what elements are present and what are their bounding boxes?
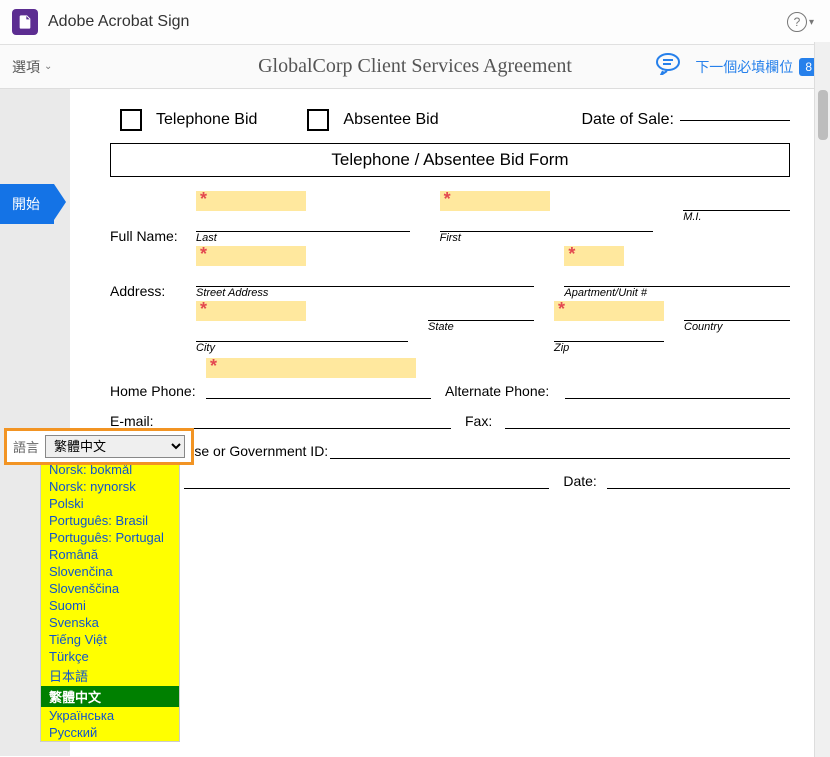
language-option[interactable]: Svenska [41,614,179,631]
language-option[interactable]: Українська [41,707,179,724]
absentee-bid-label: Absentee Bid [343,111,438,129]
title-bar: Adobe Acrobat Sign ? ▾ [0,0,830,45]
language-label: 語言 [13,437,39,456]
help-icon: ? [787,12,807,32]
address-label: Address: [110,283,196,299]
sub-zip: Zip [554,342,664,354]
email-input[interactable] [166,409,451,429]
language-option[interactable]: Tiếng Việt [41,631,179,648]
options-label: 選項 [12,57,40,77]
language-option[interactable]: Português: Brasil [41,512,179,529]
signature-input[interactable] [184,469,549,489]
language-select[interactable]: 繁體中文 [45,435,185,458]
chevron-down-icon: ⌄ [44,61,52,72]
start-label: 開始 [12,196,40,212]
language-option[interactable]: Русский [41,724,179,741]
options-menu[interactable]: 選項 ⌄ [12,57,52,77]
language-dropdown: Norsk: bokmålNorsk: nynorskPolskiPortugu… [40,460,180,742]
sub-street: Street Address [196,287,534,299]
document-title: GlobalCorp Client Services Agreement [258,55,572,78]
next-required-label: 下一個必填欄位 [695,57,793,77]
absentee-bid-checkbox[interactable] [307,109,329,131]
date-label: Date: [563,473,607,489]
form-page: Telephone Bid Absentee Bid Date of Sale:… [90,89,810,501]
street-input[interactable] [196,246,306,266]
first-name-input[interactable] [440,191,550,211]
full-name-label: Full Name: [110,228,196,244]
scrollbar-thumb[interactable] [818,90,828,140]
alt-phone-input[interactable] [565,379,790,399]
sub-first: First [440,232,654,244]
app-title: Adobe Acrobat Sign [48,13,189,31]
language-option[interactable]: Polski [41,495,179,512]
telephone-bid-label: Telephone Bid [156,111,257,129]
telephone-bid-checkbox[interactable] [120,109,142,131]
date-input[interactable] [607,469,790,489]
dl-input[interactable] [330,439,790,459]
language-option[interactable]: Türkçe [41,648,179,665]
start-tab[interactable]: 開始 [0,184,54,224]
fax-label: Fax: [465,413,505,429]
language-option[interactable]: 繁體中文 [41,686,179,707]
email-label: E-mail: [110,413,166,429]
language-option[interactable]: Norsk: nynorsk [41,478,179,495]
home-phone-label: Home Phone: [110,383,206,399]
sub-apt: Apartment/Unit # [564,287,790,299]
fax-input[interactable] [505,409,790,429]
sub-city: City [196,342,408,354]
city-input[interactable] [196,301,306,321]
language-option[interactable]: Suomi [41,597,179,614]
home-phone-input[interactable] [206,358,416,378]
date-of-sale-label: Date of Sale: [582,111,675,129]
language-bar: 語言 繁體中文 [4,428,194,465]
sub-mi: M.I. [683,211,790,223]
chevron-down-icon: ▾ [809,17,814,28]
chat-icon[interactable] [655,53,681,80]
scrollbar[interactable] [814,42,830,757]
document-toolbar: 選項 ⌄ GlobalCorp Client Services Agreemen… [0,45,830,89]
sub-state: State [428,321,534,333]
help-button[interactable]: ? ▾ [783,8,818,36]
last-name-input[interactable] [196,191,306,211]
sub-country: Country [684,321,790,333]
next-required-button[interactable]: 下一個必填欄位 8 [695,57,818,77]
language-option[interactable]: Română [41,546,179,563]
language-option[interactable]: Slovenčina [41,563,179,580]
zip-input[interactable] [554,301,664,321]
date-of-sale-input[interactable] [680,120,790,121]
form-header: Telephone / Absentee Bid Form [110,143,790,177]
app-logo [12,9,38,35]
language-option[interactable]: Slovenščina [41,580,179,597]
language-option[interactable]: Português: Portugal [41,529,179,546]
alt-phone-label: Alternate Phone: [445,383,565,399]
sub-last: Last [196,232,410,244]
apt-input[interactable] [564,246,624,266]
document-pane: Telephone Bid Absentee Bid Date of Sale:… [70,89,830,756]
language-option[interactable]: 日本語 [41,665,179,686]
